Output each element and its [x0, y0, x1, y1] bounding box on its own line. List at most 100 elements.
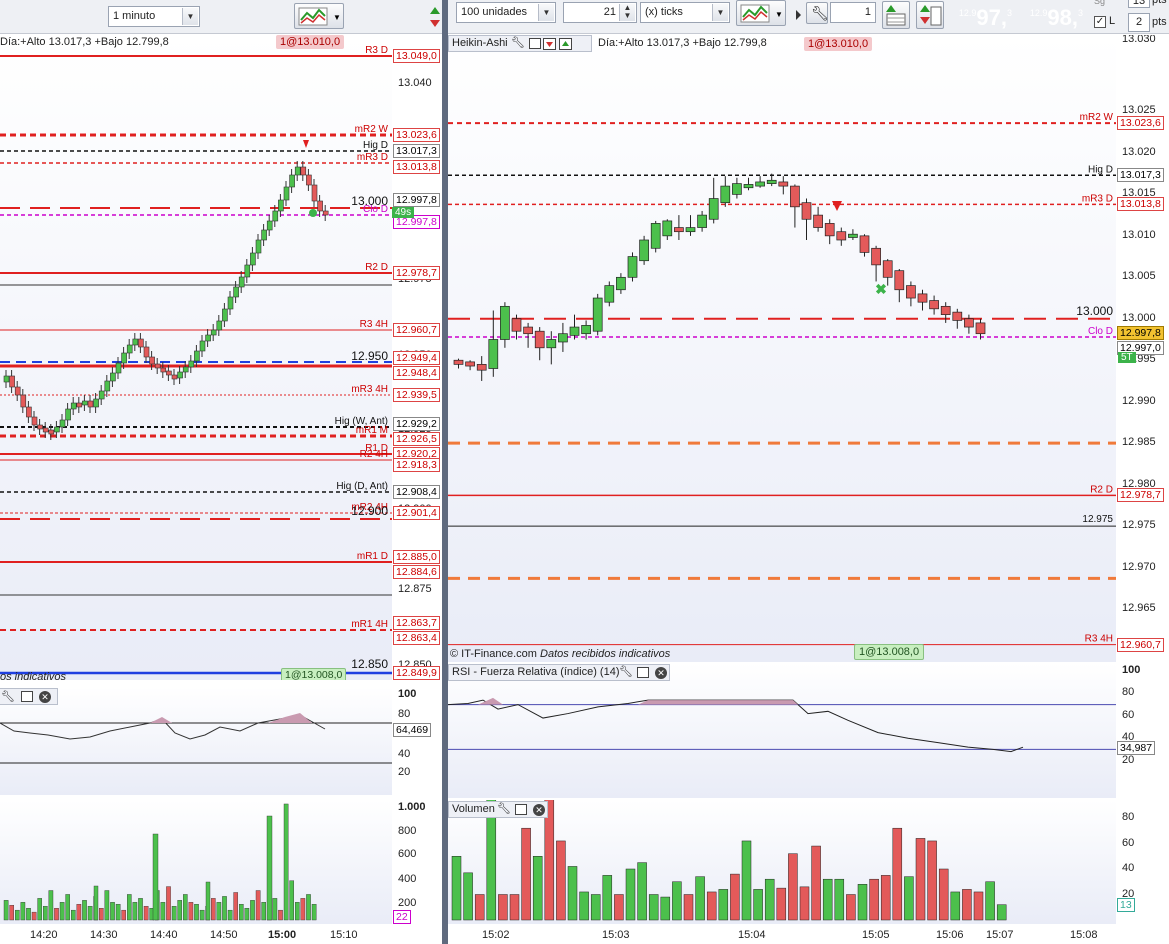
- volume-bar: [811, 845, 821, 921]
- time-label: 14:50: [210, 929, 238, 941]
- level-label: R1 D: [365, 443, 388, 454]
- price-level-tag: 12.885,0: [393, 550, 440, 564]
- time-label: 15:02: [482, 929, 510, 941]
- sg-checkbox-label: Sg: [1094, 0, 1106, 6]
- wrench-icon[interactable]: 🔧︎: [511, 37, 525, 49]
- volume-bar: [532, 856, 543, 921]
- left-price-axis[interactable]: 13.04013.00012.97512.95012.92512.90012.8…: [392, 35, 442, 680]
- order-arrows-icon[interactable]: [428, 6, 442, 28]
- volume-bar: [115, 904, 121, 921]
- candle: [871, 247, 881, 266]
- candle: [289, 174, 295, 188]
- volume-bar: [143, 906, 149, 921]
- right-bottom-badge[interactable]: 1@13.008,0: [854, 644, 925, 660]
- buy-ladder-button[interactable]: [882, 1, 910, 29]
- left-volume-svg: [3, 803, 317, 921]
- right-price-chart[interactable]: mR2 W Hig D mR3 D Clo D R2 D R3 4H 13.000 12.97…: [448, 35, 1116, 662]
- volume-bar: [3, 900, 9, 921]
- volume-bar: [544, 800, 555, 921]
- maximize-icon[interactable]: [515, 804, 527, 815]
- level-label: Clo D: [363, 204, 388, 215]
- timeframe-select[interactable]: 1 minuto ▼: [108, 6, 200, 27]
- price-level-tag: 12.948,4: [393, 366, 440, 380]
- left-bottom-badge[interactable]: 1@13.008,0: [281, 668, 347, 680]
- level-label: mR2 W: [1080, 112, 1114, 123]
- left-position-badge[interactable]: 1@13.010,0: [276, 35, 345, 49]
- round-level-label: 13.000: [351, 194, 388, 208]
- maximize-icon[interactable]: [637, 667, 649, 678]
- volume-bar: [451, 856, 462, 921]
- candle: [592, 297, 603, 332]
- candle: [283, 186, 290, 201]
- ask-price-button[interactable]: 12.998,3: [1020, 4, 1088, 31]
- candle: [322, 210, 329, 216]
- candle: [20, 394, 27, 408]
- sell-ladder-button[interactable]: [916, 1, 944, 29]
- chart-type-button[interactable]: ▼: [294, 3, 344, 29]
- chart-title: Heikin-Ashi: [452, 37, 508, 49]
- close-icon[interactable]: ✕: [39, 691, 51, 703]
- chart-icon: ▼: [298, 7, 341, 26]
- maximize-icon[interactable]: [529, 38, 541, 49]
- right-position-badge[interactable]: 1@13.010,0: [804, 37, 873, 51]
- volume-bar: [182, 894, 188, 921]
- buy-ladder-icon: [886, 5, 906, 26]
- left-volume-panel[interactable]: [0, 800, 392, 924]
- chart-type-button-right[interactable]: ▼: [736, 0, 786, 26]
- volume-bar: [272, 898, 278, 921]
- quantity-select[interactable]: 100 unidades ▼: [456, 2, 556, 23]
- sell-order-icon[interactable]: [543, 38, 556, 50]
- right-rsi-panel[interactable]: RSI - Fuerza Relativa (índice) (14) 🔧︎ ✕: [448, 663, 1116, 798]
- close-icon[interactable]: ✕: [533, 804, 545, 816]
- wrench-icon[interactable]: 🔧︎: [619, 666, 633, 678]
- pts-input[interactable]: 2: [1128, 13, 1150, 32]
- rsi-overbought-fill: [268, 713, 312, 723]
- wrench-icon[interactable]: 🔧︎: [497, 803, 511, 815]
- rsi-tick: 20: [1122, 753, 1135, 766]
- chevron-down-icon[interactable]: ▼: [712, 4, 728, 21]
- rsi-tick: 60: [1122, 708, 1135, 721]
- close-icon[interactable]: ✕: [655, 667, 667, 679]
- round-level-label: 12.900: [351, 504, 388, 518]
- pts-top-input[interactable]: 13: [1128, 0, 1150, 8]
- candle: [227, 296, 234, 310]
- time-label: 15:06: [936, 929, 964, 941]
- ticks-stepper[interactable]: 21 ▲ ▼: [563, 2, 637, 23]
- left-rsi-panel[interactable]: 🔧︎ ✕: [0, 687, 392, 795]
- candle: [317, 200, 323, 212]
- maximize-icon[interactable]: [21, 691, 33, 702]
- volume-bar: [59, 902, 65, 921]
- volume-bar: [266, 815, 273, 921]
- round-level-label: 13.000: [1076, 304, 1113, 318]
- volume-bar: [869, 878, 879, 921]
- volume-bar: [54, 907, 59, 921]
- chevron-right-icon[interactable]: [796, 4, 802, 26]
- candle: [511, 318, 522, 332]
- ticks-unit-select[interactable]: (x) ticks ▼: [640, 2, 730, 23]
- level-label: mR2 W: [355, 124, 389, 135]
- settings-button[interactable]: 🔧︎: [806, 2, 829, 24]
- order-qty-input[interactable]: 1: [830, 2, 876, 23]
- chevron-down-icon[interactable]: ▼: [182, 8, 198, 25]
- price-level-tag: 12.884,6: [393, 565, 440, 579]
- bid-price-button[interactable]: 12.997,3: [953, 4, 1017, 31]
- chevron-down-icon[interactable]: ▼: [538, 4, 554, 21]
- candle: [813, 214, 823, 228]
- candle: [255, 239, 262, 254]
- candle: [848, 233, 858, 238]
- stepper-arrows-icon[interactable]: ▲ ▼: [619, 4, 635, 21]
- l-checkbox[interactable]: ✓: [1094, 16, 1106, 28]
- rsi-line: [448, 699, 1024, 753]
- right-price-axis[interactable]: 13.025 13.020 13.015 13.010 13.005 13.000 12.9…: [1116, 35, 1169, 662]
- volume-bar: [950, 891, 961, 921]
- time-label: 15:00: [268, 929, 297, 941]
- wrench-icon[interactable]: 🔧︎: [1, 691, 15, 703]
- right-volume-panel[interactable]: Volumen 🔧︎ ✕: [448, 800, 1116, 924]
- volume-bar: [927, 840, 937, 921]
- volume-bar: [695, 876, 705, 921]
- chart-splitter[interactable]: [442, 0, 448, 944]
- buy-order-icon[interactable]: [559, 38, 572, 50]
- price-level-tag: 12.863,4: [393, 631, 440, 645]
- price-tick: 13.040: [398, 77, 432, 89]
